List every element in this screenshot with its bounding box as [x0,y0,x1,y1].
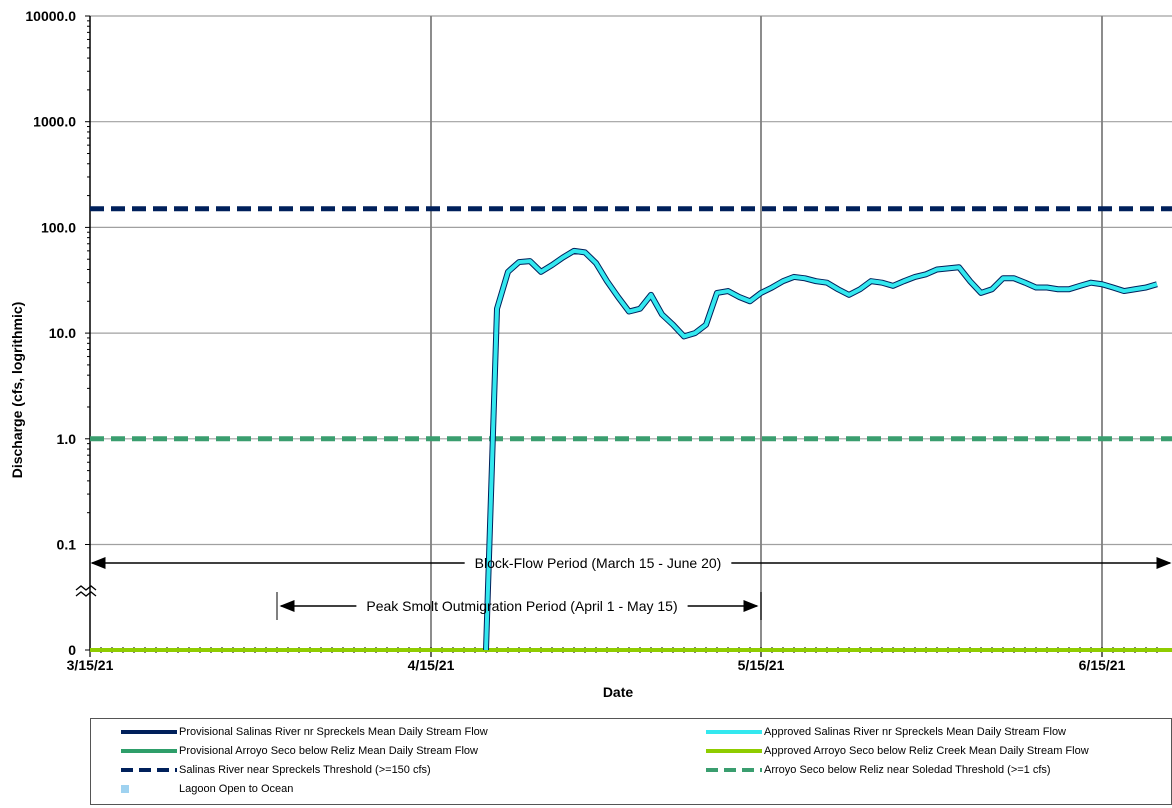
y-tick-label: 10000.0 [25,8,76,24]
legend-label: Arroyo Seco below Reliz near Soledad Thr… [764,764,1051,776]
legend-label: Approved Arroyo Seco below Reliz Creek M… [764,745,1089,757]
legend-swatch [706,749,762,753]
chart-annotations: Block-Flow Period (March 15 - June 20) Pe… [90,555,1172,620]
y-tick-label: 0.1 [57,537,77,553]
legend-label: Approved Salinas River nr Spreckels Mean… [764,726,1067,738]
y-tick-label: 100.0 [41,219,76,235]
series-line [483,247,1158,651]
y-axis: 0 0.1 1.0 10.0 100.0 1000.0 10000.0 [25,8,97,658]
legend-label: Salinas River near Spreckels Threshold (… [179,764,431,776]
annotation-period: Block-Flow Period (March 15 - June 20) [90,555,1172,571]
x-tick-label: 4/15/21 [408,657,455,673]
legend-swatch [121,730,177,734]
x-axis-title: Date [603,684,634,700]
x-tick-label: 6/15/21 [1079,657,1126,673]
y-tick-label: 10.0 [49,325,76,341]
y-tick-label: 0 [68,642,76,658]
legend-item: Provisional Arroyo Seco below Reliz Mean… [91,742,478,760]
legend-label: Provisional Arroyo Seco below Reliz Mean… [179,745,478,757]
legend-label: Lagoon Open to Ocean [179,783,294,795]
y-axis-title: Discharge (cfs, logrithmic) [9,302,25,479]
legend-item: Arroyo Seco below Reliz near Soledad Thr… [676,761,1051,779]
legend-item: Provisional Salinas River nr Spreckels M… [91,723,488,741]
y-tick-label: 1.0 [57,431,77,447]
axis-break-icon [75,585,97,597]
series-line [484,248,1158,651]
legend-swatch [121,749,177,753]
legend-swatch [121,785,129,793]
annotation-label: Block-Flow Period (March 15 - June 20) [475,555,722,571]
annotation-label: Peak Smolt Outmigration Period (April 1 … [366,598,677,614]
chart-series [90,206,1172,652]
legend-item: Salinas River near Spreckels Threshold (… [91,761,431,779]
y-tick-label: 1000.0 [33,114,76,130]
x-tick-label: 5/15/21 [738,657,785,673]
legend-item: Approved Arroyo Seco below Reliz Creek M… [676,742,1089,760]
chart-legend: Provisional Salinas River nr Spreckels M… [90,718,1172,805]
legend-swatch [706,730,762,734]
streamflow-chart: 0 0.1 1.0 10.0 100.0 1000.0 10000.0 3/15/21 4/1… [9,8,1172,700]
legend-item: Approved Salinas River nr Spreckels Mean… [676,723,1066,741]
legend-swatch [121,768,177,772]
legend-label: Provisional Salinas River nr Spreckels M… [179,726,488,738]
x-tick-label: 3/15/21 [67,657,114,673]
legend-item: Lagoon Open to Ocean [91,780,293,798]
legend-swatch [706,768,762,772]
annotation-period: Peak Smolt Outmigration Period (April 1 … [276,592,762,620]
